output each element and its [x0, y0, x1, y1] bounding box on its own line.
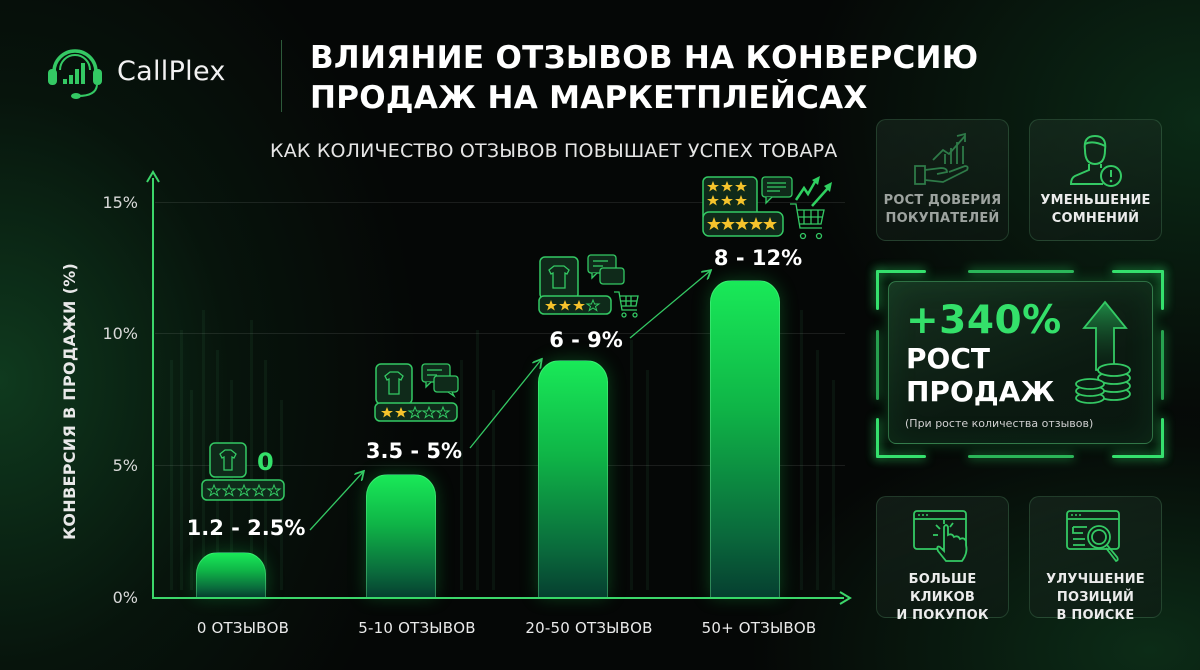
- frame-top-right-v: [1161, 270, 1164, 310]
- frame-right-mid: [1161, 330, 1164, 400]
- data-label-0-reviews: 1.2 - 2.5%: [186, 516, 306, 540]
- title-line-1: ВЛИЯНИЕ ОТЗЫВОВ НА КОНВЕРСИЮ: [310, 40, 979, 76]
- bar-20-50-reviews[interactable]: [538, 360, 608, 597]
- page-title: ВЛИЯНИЕ ОТЗЫВОВ НА КОНВЕРСИЮ ПРОДАЖ НА М…: [310, 38, 978, 118]
- product-three-stars-cart-icon: [538, 254, 639, 318]
- category-50plus-reviews: 50+ ОТЗЫВОВ: [701, 619, 817, 637]
- background-bars-decoration: [170, 310, 835, 590]
- card-buyer-trust-label: РОСТ ДОВЕРИЯ ПОКУПАТЕЛЕЙ: [883, 193, 1002, 226]
- sales-growth-label: РОСТ ПРОДАЖ: [906, 342, 1055, 408]
- sales-growth-note: (При росте количества отзывов): [905, 417, 1094, 430]
- frame-left-mid: [876, 330, 879, 400]
- frame-bottom-right: [1112, 455, 1164, 458]
- sales-growth-value: +340%: [906, 298, 1062, 343]
- gridline-10: [155, 333, 845, 334]
- arrow-up-coins-icon: [1075, 300, 1131, 404]
- x-axis: [152, 597, 844, 599]
- frame-top-left: [876, 270, 926, 273]
- browser-search-icon: [1065, 510, 1120, 563]
- frame-top-center: [968, 270, 1074, 273]
- frame-top-left-v: [876, 270, 879, 310]
- bar-0-reviews[interactable]: [196, 552, 266, 597]
- review-count-badge: 0: [257, 448, 274, 476]
- title-line-2: ПРОДАЖ НА МАРКЕТПЛЕЙСАХ: [310, 80, 868, 116]
- card-search-ranking-label: УЛУЧШЕНИЕ ПОЗИЦИЙ В ПОИСКЕ: [1046, 572, 1145, 623]
- y-tick-0: 0%: [112, 588, 138, 607]
- frame-top-right: [1112, 270, 1164, 273]
- headset-bars-icon: [48, 49, 102, 99]
- y-tick-5: 5%: [112, 456, 138, 475]
- category-0-reviews: 0 ОТЗЫВОВ: [196, 619, 290, 637]
- card-more-clicks-label: БОЛЬШЕ КЛИКОВ И ПОКУПОК: [896, 572, 989, 623]
- frame-bottom-right-v: [1161, 418, 1164, 458]
- y-tick-10: 10%: [102, 324, 138, 343]
- bar-50plus-reviews[interactable]: [710, 280, 780, 597]
- y-axis-label: КОНВЕРСИЯ В ПРОДАЖИ (%): [60, 262, 79, 540]
- user-alert-icon: [1069, 134, 1122, 187]
- gridline-5: [155, 465, 845, 466]
- card-fewer-doubts: УМЕНЬШЕНИЕ СОМНЕНИЙ: [1029, 119, 1162, 241]
- y-axis: [152, 178, 154, 598]
- product-five-stars-growth-icon: [702, 176, 832, 240]
- frame-bottom-center: [968, 455, 1074, 458]
- category-20-50-reviews: 20-50 ОТЗЫВОВ: [525, 619, 653, 637]
- data-label-5-10-reviews: 3.5 - 5%: [365, 439, 463, 463]
- frame-bottom-left: [876, 455, 926, 458]
- card-fewer-doubts-label: УМЕНЬШЕНИЕ СОМНЕНИЙ: [1040, 193, 1151, 226]
- y-tick-15: 15%: [102, 193, 138, 212]
- hand-growth-chart-icon: [913, 132, 969, 185]
- browser-click-icon: [912, 510, 967, 562]
- x-axis-arrow-icon: [839, 591, 852, 605]
- product-zero-stars-icon: [201, 442, 285, 501]
- data-label-50plus-reviews: 8 - 12%: [713, 246, 803, 270]
- product-two-stars-icon: [374, 363, 459, 422]
- frame-bottom-left-v: [876, 418, 879, 458]
- data-label-20-50-reviews: 6 - 9%: [549, 328, 623, 352]
- category-5-10-reviews: 5-10 ОТЗЫВОВ: [358, 619, 476, 637]
- bar-5-10-reviews[interactable]: [366, 474, 436, 597]
- page-subtitle: КАК КОЛИЧЕСТВО ОТЗЫВОВ ПОВЫШАЕТ УСПЕХ ТО…: [270, 140, 838, 162]
- y-axis-arrow-icon: [146, 170, 160, 183]
- gridline-15: [155, 202, 845, 203]
- card-more-clicks: БОЛЬШЕ КЛИКОВ И ПОКУПОК: [876, 496, 1009, 623]
- card-search-ranking: УЛУЧШЕНИЕ ПОЗИЦИЙ В ПОИСКЕ: [1029, 496, 1162, 623]
- card-buyer-trust: РОСТ ДОВЕРИЯ ПОКУПАТЕЛЕЙ: [876, 119, 1009, 241]
- brand-name: CallPlex: [117, 56, 226, 87]
- header-divider: [281, 40, 282, 112]
